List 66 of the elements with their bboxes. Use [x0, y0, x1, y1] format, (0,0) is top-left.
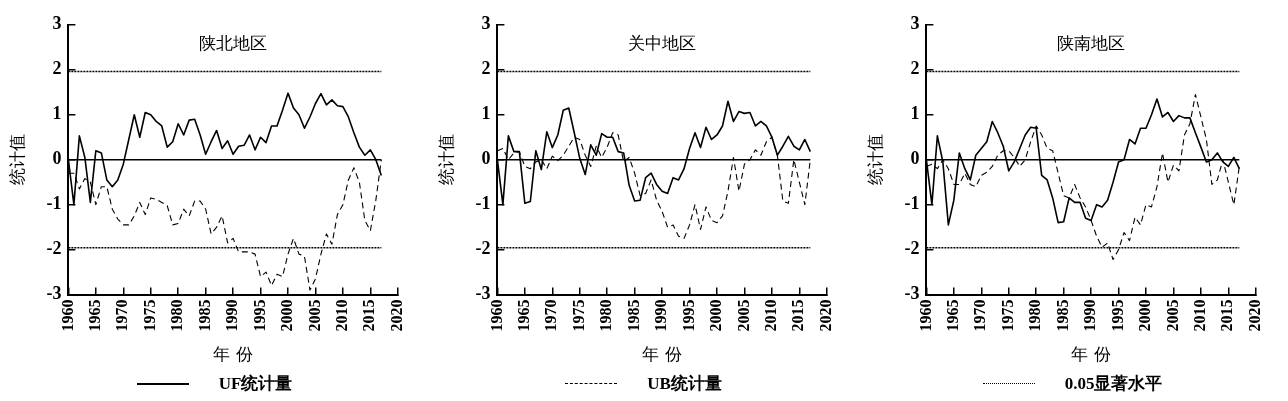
- x-axis-title: 年 份: [1071, 344, 1111, 365]
- y-tick-label: -1: [475, 193, 491, 214]
- y-tick-label: 2: [910, 58, 920, 79]
- y-tick-label: 0: [910, 148, 920, 169]
- x-tick-label: 1975: [140, 299, 158, 332]
- y-tick-label: -2: [46, 238, 62, 259]
- text: 陕南地区: [1057, 33, 1126, 54]
- x-tick-label: 2020: [1245, 299, 1263, 332]
- x-tick-label: 1985: [1053, 299, 1071, 332]
- x-tick-label: 1990: [1081, 299, 1099, 332]
- y-axis-title: 统计值: [6, 134, 27, 186]
- x-tick-label: 2010: [1191, 299, 1209, 332]
- x-tick-label: 1980: [168, 299, 186, 332]
- x-tick-label: 1995: [679, 299, 697, 332]
- x-tick-label: 2015: [789, 299, 807, 332]
- x-tick-label: 2000: [1136, 299, 1154, 332]
- legend-label: 0.05显著水平: [1064, 373, 1163, 395]
- x-tick-label: 1990: [652, 299, 670, 332]
- legend-label: UB统计量: [647, 373, 722, 395]
- x-tick-label: 1980: [597, 299, 615, 332]
- x-tick-label: 2010: [762, 299, 780, 332]
- x-tick-label: 1975: [569, 299, 587, 332]
- x-tick-label: 1985: [624, 299, 642, 332]
- y-tick-label: 2: [52, 58, 62, 79]
- x-tick-label: 2015: [1218, 299, 1236, 332]
- x-tick-label: 2000: [278, 299, 296, 332]
- x-tick-label: 2005: [1163, 299, 1181, 332]
- x-tick-label: 1965: [514, 299, 532, 332]
- y-tick-label: 2: [481, 58, 491, 79]
- y-tick-label: -2: [904, 238, 920, 259]
- y-tick-label: 1: [910, 103, 920, 124]
- x-tick-label: 1970: [113, 299, 131, 332]
- x-axis-title: 年 份: [642, 344, 682, 365]
- y-tick-label: 0: [481, 148, 491, 169]
- x-tick-label: 2020: [816, 299, 834, 332]
- y-tick-label: 3: [481, 13, 491, 34]
- x-tick-label: 2005: [305, 299, 323, 332]
- x-tick-label: 2010: [333, 299, 351, 332]
- x-tick-label: 2015: [360, 299, 378, 332]
- x-tick-label: 1970: [542, 299, 560, 332]
- x-tick-label: 2000: [707, 299, 725, 332]
- x-tick-label: 1970: [971, 299, 989, 332]
- y-tick-label: 3: [910, 13, 920, 34]
- y-axis-title: 统计值: [864, 134, 885, 186]
- x-tick-label: 1965: [943, 299, 961, 332]
- y-tick-label: -2: [475, 238, 491, 259]
- y-tick-label: 3: [52, 13, 62, 34]
- x-tick-label: 1995: [1108, 299, 1126, 332]
- x-tick-label: 1990: [223, 299, 241, 332]
- x-tick-label: 1985: [195, 299, 213, 332]
- x-tick-label: 1995: [250, 299, 268, 332]
- y-tick-label: 1: [52, 103, 62, 124]
- x-tick-label: 1980: [1026, 299, 1044, 332]
- legend-label: UF统计量: [218, 373, 293, 395]
- text: 陕北地区: [199, 33, 268, 54]
- x-tick-label: 2005: [734, 299, 752, 332]
- x-tick-label: 1975: [998, 299, 1016, 332]
- y-tick-label: -1: [904, 193, 920, 214]
- y-tick-label: -1: [46, 193, 62, 214]
- x-tick-label: 1965: [85, 299, 103, 332]
- y-tick-label: 0: [52, 148, 62, 169]
- x-axis-title: 年 份: [213, 344, 253, 365]
- y-tick-label: 1: [481, 103, 491, 124]
- text: 关中地区: [628, 33, 697, 54]
- y-axis-title: 统计值: [435, 134, 456, 186]
- x-tick-label: 2020: [387, 299, 405, 332]
